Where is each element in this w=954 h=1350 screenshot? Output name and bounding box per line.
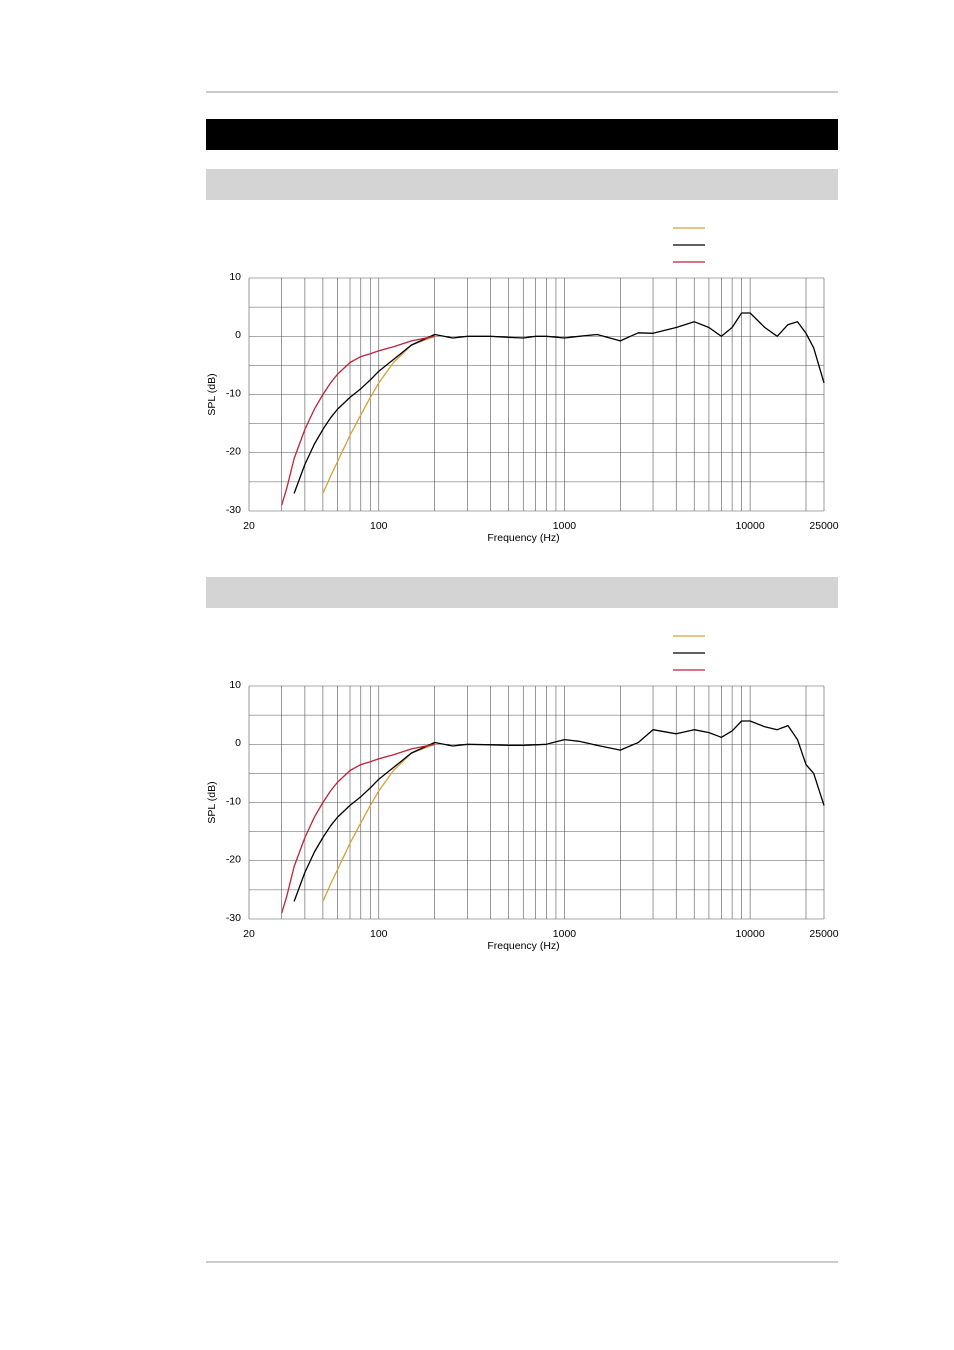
y-tick-label: 0 [235,329,241,341]
x-tick-label: 10000 [736,928,765,940]
y-tick-label: -10 [226,795,241,807]
y-tick-label: 10 [229,271,241,283]
series-line [322,743,435,902]
y-tick-label: 0 [235,737,241,749]
x-tick-label: 100 [370,520,388,532]
section-header [206,119,838,150]
subsection-header [206,169,838,200]
series-line [293,720,825,902]
x-tick-label: 100 [370,928,388,940]
y-tick-label: 10 [229,679,241,691]
x-tick-label: 1000 [553,928,577,940]
y-tick-label: -20 [226,854,241,866]
y-axis-title: SPL (dB) [206,781,218,823]
series-line [293,312,825,494]
subsection-header [206,577,838,608]
y-tick-label: -30 [226,504,241,516]
series-line [322,335,435,494]
x-tick-label: 1000 [553,520,577,532]
y-axis-title: SPL (dB) [206,373,218,415]
y-tick-label: -10 [226,387,241,399]
y-tick-label: -30 [226,912,241,924]
x-axis-title: Frequency (Hz) [487,940,559,952]
x-tick-label: 20 [243,928,255,940]
series-line [281,743,435,914]
x-axis-title: Frequency (Hz) [487,532,559,544]
x-tick-label: 10000 [736,520,765,532]
x-tick-label: 20 [243,520,255,532]
y-tick-label: -20 [226,446,241,458]
series-line [281,335,435,506]
x-tick-label: 25000 [809,520,838,532]
x-tick-label: 25000 [809,928,838,940]
